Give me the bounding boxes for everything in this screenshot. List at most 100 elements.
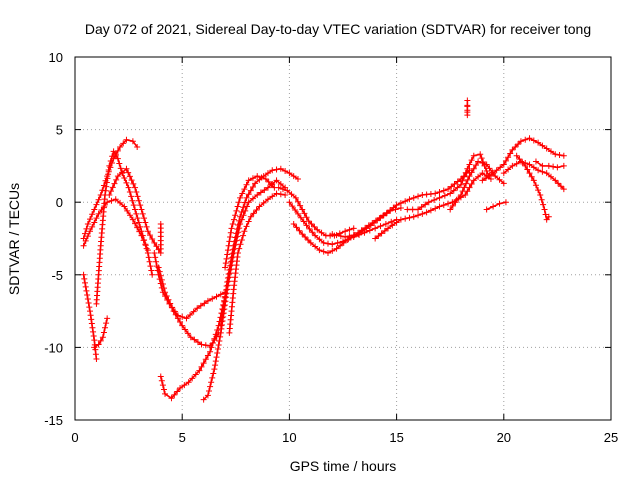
data-point bbox=[543, 145, 550, 152]
x-tick-label: 0 bbox=[71, 430, 78, 445]
data-point bbox=[337, 233, 344, 240]
data-point bbox=[121, 203, 128, 210]
data-point bbox=[468, 169, 475, 176]
data-point bbox=[138, 232, 145, 239]
data-point bbox=[112, 196, 119, 203]
data-point bbox=[275, 184, 282, 191]
data-point bbox=[277, 191, 284, 198]
data-point bbox=[513, 160, 520, 167]
data-point bbox=[139, 210, 146, 217]
plot-frame bbox=[74, 56, 612, 421]
data-point bbox=[204, 392, 211, 399]
data-point bbox=[92, 351, 99, 358]
data-point bbox=[303, 222, 310, 229]
data-point bbox=[455, 195, 462, 202]
data-point bbox=[224, 275, 231, 282]
data-point bbox=[355, 231, 362, 238]
data-point bbox=[440, 202, 447, 209]
data-point bbox=[470, 152, 477, 159]
data-point bbox=[151, 239, 158, 246]
data-point bbox=[247, 213, 254, 220]
y-tick-label: 5 bbox=[56, 123, 63, 138]
data-point bbox=[466, 184, 473, 191]
data-point bbox=[422, 201, 429, 208]
data-point bbox=[91, 337, 98, 344]
data-point bbox=[254, 191, 261, 198]
data-point bbox=[297, 202, 304, 209]
series-line bbox=[95, 150, 153, 305]
data-point bbox=[90, 328, 97, 335]
data-point bbox=[123, 165, 130, 172]
data-point bbox=[243, 223, 250, 230]
data-point bbox=[84, 296, 91, 302]
data-point bbox=[187, 334, 194, 341]
data-point bbox=[387, 207, 394, 214]
x-tick-label: 5 bbox=[179, 430, 186, 445]
data-point bbox=[212, 358, 219, 365]
data-point bbox=[174, 315, 181, 322]
series-track-24 bbox=[532, 158, 567, 171]
data-point bbox=[239, 190, 246, 197]
data-point bbox=[346, 233, 353, 240]
data-point bbox=[234, 250, 241, 257]
x-tick-label: 20 bbox=[497, 430, 511, 445]
data-point bbox=[235, 199, 242, 206]
data-point bbox=[557, 183, 564, 190]
data-point bbox=[415, 206, 422, 213]
data-point bbox=[90, 332, 97, 339]
data-point bbox=[227, 262, 234, 269]
data-point bbox=[516, 156, 523, 163]
data-point bbox=[136, 228, 143, 235]
series-track-1 bbox=[80, 136, 141, 242]
data-point bbox=[215, 341, 222, 348]
data-point bbox=[123, 179, 130, 186]
data-point bbox=[210, 370, 217, 377]
data-point bbox=[457, 191, 464, 198]
data-point bbox=[406, 214, 413, 221]
data-point bbox=[171, 391, 178, 398]
series-line bbox=[157, 266, 220, 347]
data-point bbox=[162, 390, 169, 397]
y-tick-label: 10 bbox=[49, 50, 63, 65]
data-point bbox=[409, 206, 416, 213]
data-point bbox=[86, 304, 93, 311]
data-point bbox=[483, 161, 490, 168]
data-point bbox=[95, 341, 102, 348]
data-point bbox=[234, 226, 241, 233]
data-point bbox=[500, 180, 507, 187]
data-point bbox=[445, 200, 452, 207]
data-point bbox=[253, 206, 260, 213]
data-point bbox=[237, 194, 244, 201]
data-point bbox=[196, 367, 203, 374]
data-point bbox=[554, 164, 561, 171]
data-point bbox=[530, 137, 537, 144]
data-point bbox=[151, 250, 158, 257]
data-point bbox=[160, 285, 167, 292]
data-point bbox=[143, 223, 150, 230]
data-point bbox=[448, 183, 455, 190]
series-track-20 bbox=[447, 158, 507, 213]
data-point bbox=[227, 234, 234, 241]
data-point bbox=[436, 189, 443, 196]
data-point bbox=[227, 229, 234, 236]
data-point bbox=[249, 183, 256, 190]
data-point bbox=[250, 210, 257, 217]
data-point bbox=[329, 241, 336, 248]
data-point bbox=[209, 340, 216, 347]
data-point bbox=[214, 326, 221, 333]
data-point bbox=[245, 177, 252, 184]
data-point bbox=[217, 322, 224, 329]
data-point bbox=[200, 360, 207, 367]
data-point bbox=[311, 223, 318, 230]
data-point bbox=[286, 170, 293, 177]
data-point bbox=[129, 216, 136, 223]
data-point bbox=[229, 220, 236, 227]
data-point bbox=[505, 154, 512, 161]
data-point bbox=[542, 211, 549, 218]
data-point bbox=[312, 232, 319, 239]
data-point bbox=[242, 207, 249, 214]
data-point bbox=[157, 373, 164, 380]
data-point bbox=[213, 354, 220, 361]
data-point bbox=[269, 167, 276, 174]
data-point bbox=[301, 210, 308, 217]
